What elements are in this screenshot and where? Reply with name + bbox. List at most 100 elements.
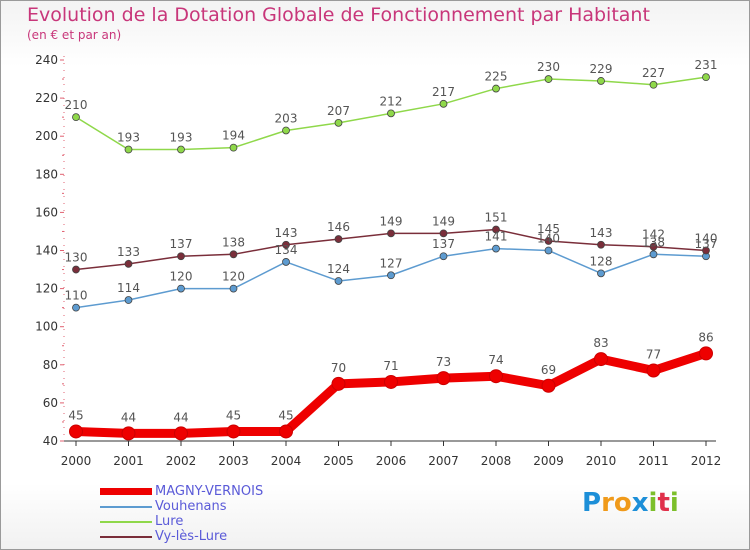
data-label: 143 [275, 226, 298, 240]
data-point [544, 246, 553, 255]
data-label: 133 [117, 245, 140, 259]
data-label: 207 [327, 104, 350, 118]
y-tick-label: 140 [35, 244, 58, 258]
data-label: 110 [65, 289, 88, 303]
proxiti-logo[interactable]: Proxiti [582, 488, 679, 518]
x-tick-label: 2006 [376, 454, 407, 468]
data-point [699, 346, 713, 361]
data-point [492, 84, 500, 93]
x-tick-label: 2003 [218, 454, 249, 468]
y-tick-label: 60 [43, 396, 58, 410]
data-label: 230 [537, 60, 560, 74]
series-3 [72, 225, 710, 274]
data-point [279, 424, 293, 439]
data-label: 149 [380, 214, 403, 228]
data-label: 227 [642, 66, 665, 80]
data-point [646, 363, 661, 378]
data-point [334, 277, 343, 285]
y-tick-label: 160 [35, 205, 58, 219]
data-label: 120 [170, 270, 193, 284]
data-label: 151 [485, 211, 508, 225]
legend-label: Vy-lès-Lure [155, 529, 228, 544]
data-point [387, 109, 395, 118]
data-label: 203 [275, 111, 298, 125]
data-label: 128 [590, 254, 613, 268]
data-label: 137 [432, 237, 455, 251]
data-label: 210 [65, 98, 88, 112]
data-label: 141 [485, 230, 508, 244]
data-point [649, 250, 658, 259]
x-tick-label: 2012 [691, 454, 722, 468]
data-point [489, 369, 503, 384]
data-label: 145 [537, 222, 560, 236]
data-point [177, 252, 185, 261]
data-point [124, 296, 133, 304]
x-tick-label: 2002 [166, 454, 197, 468]
data-label: 142 [642, 228, 665, 242]
legend-swatch [100, 536, 152, 538]
data-point [124, 145, 133, 154]
data-point [331, 376, 346, 391]
data-label: 134 [275, 243, 298, 257]
data-point [439, 99, 448, 108]
data-point [387, 271, 395, 280]
data-label: 138 [222, 235, 245, 249]
data-label: 143 [590, 226, 613, 240]
y-tick-label: 100 [35, 320, 58, 334]
data-point [229, 284, 238, 293]
data-point [226, 424, 241, 439]
data-label: 193 [117, 131, 140, 145]
data-point [492, 244, 500, 253]
logo-letter: t [657, 488, 670, 518]
y-tick-label: 80 [43, 358, 58, 372]
x-tick-label: 2007 [428, 454, 459, 468]
data-point [649, 242, 658, 251]
data-label: 193 [170, 131, 193, 145]
data-label: 127 [380, 256, 403, 270]
series-2 [72, 73, 710, 154]
data-point [229, 143, 238, 152]
data-label: 140 [537, 232, 560, 246]
chart-title: Evolution de la Dotation Globale de Fonc… [27, 4, 650, 26]
data-point [594, 352, 608, 367]
data-label: 130 [65, 251, 88, 265]
y-tick-label: 220 [35, 91, 58, 105]
data-point [702, 73, 710, 82]
legend-label: Lure [155, 514, 184, 529]
series-layer [69, 73, 713, 441]
data-label: 124 [327, 262, 350, 276]
x-tick-label: 2009 [533, 454, 564, 468]
data-point [282, 258, 290, 266]
data-point [544, 237, 553, 245]
data-label: 45 [68, 408, 83, 422]
data-label: 194 [222, 129, 245, 143]
data-point [72, 303, 80, 312]
data-point [439, 252, 448, 261]
data-label: 137 [170, 237, 193, 251]
chart-subtitle: (en € et par an) [27, 28, 122, 42]
logo-letter: x [631, 488, 649, 518]
data-label: 45 [226, 408, 241, 422]
data-label: 120 [222, 270, 245, 284]
data-point [124, 259, 133, 268]
data-label: 217 [432, 85, 455, 99]
data-point [541, 378, 556, 393]
data-point [177, 284, 185, 293]
x-tick-label: 2005 [323, 454, 354, 468]
logo-letter: r [601, 488, 614, 518]
data-point [334, 235, 343, 243]
x-tick-label: 2000 [61, 454, 92, 468]
data-point [69, 424, 83, 439]
logo-letter: i [669, 488, 679, 518]
x-tick-label: 2001 [113, 454, 144, 468]
data-point [597, 240, 605, 249]
x-tick-label: 2004 [271, 454, 302, 468]
data-label: 138 [642, 235, 665, 249]
data-label: 140 [695, 232, 718, 246]
data-label: 83 [593, 336, 608, 350]
data-label: 77 [646, 348, 661, 362]
logo-letter: i [648, 488, 658, 518]
chart-ticks: 40 60 80 100 120 140 160 180 200 220 240 2000 2001 20… [35, 53, 721, 468]
data-point [229, 250, 238, 259]
